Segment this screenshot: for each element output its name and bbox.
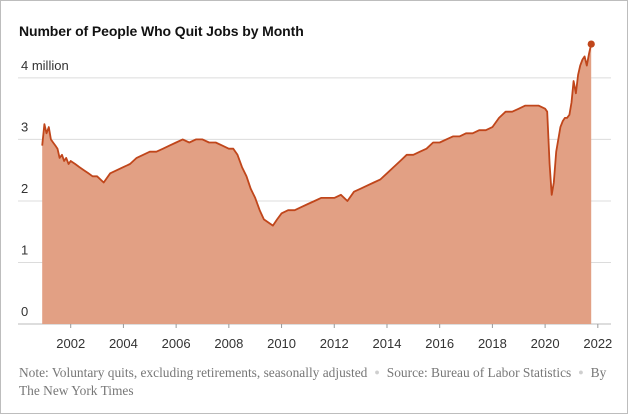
x-tick-label: 2004 bbox=[109, 336, 138, 351]
note-text: Note: Voluntary quits, excluding retirem… bbox=[19, 365, 368, 380]
credit-text: By The New York Times bbox=[19, 365, 607, 398]
x-tick-label: 2016 bbox=[425, 336, 454, 351]
latest-value-marker bbox=[587, 40, 595, 48]
x-tick-label: 2014 bbox=[373, 336, 402, 351]
series-fill bbox=[42, 44, 592, 324]
x-tick-label: 2018 bbox=[478, 336, 507, 351]
y-tick-label: 0 bbox=[21, 304, 28, 319]
x-tick-label: 2012 bbox=[320, 336, 349, 351]
x-tick-label: 2002 bbox=[56, 336, 85, 351]
x-tick-label: 2006 bbox=[162, 336, 191, 351]
y-tick-label: 1 bbox=[21, 242, 28, 257]
series-area bbox=[41, 40, 595, 324]
x-tick-label: 2008 bbox=[214, 336, 243, 351]
y-axis: 0 1 2 3 4 million bbox=[21, 58, 69, 319]
x-tick-label: 2010 bbox=[267, 336, 296, 351]
y-tick-label: 2 bbox=[21, 181, 28, 196]
chart-title: Number of People Who Quit Jobs by Month bbox=[19, 23, 304, 39]
chart-note: Note: Voluntary quits, excluding retirem… bbox=[19, 363, 609, 400]
source-text: Source: Bureau of Labor Statistics bbox=[386, 365, 572, 380]
series-line bbox=[41, 43, 593, 227]
y-tick-label: 3 bbox=[21, 119, 28, 134]
separator-dot-icon: ● bbox=[374, 367, 380, 377]
x-tick-label: 2020 bbox=[531, 336, 560, 351]
y-tick-label: 4 million bbox=[21, 58, 69, 73]
x-tick-label: 2022 bbox=[583, 336, 612, 351]
separator-dot-icon: ● bbox=[578, 367, 584, 377]
x-axis: 2002 2004 2006 2008 2010 2012 2014 2016 2018 2020… bbox=[56, 324, 612, 351]
